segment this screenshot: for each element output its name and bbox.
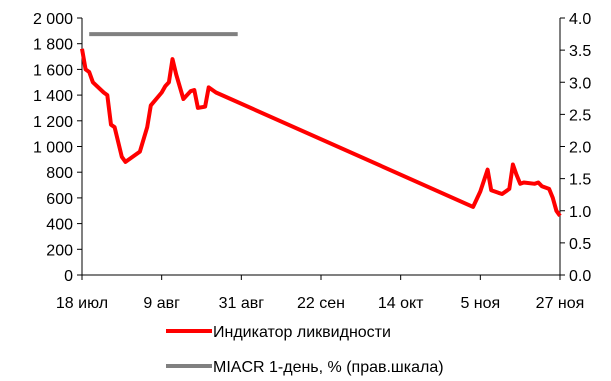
y-right-tick-label: 0.5 xyxy=(569,236,591,253)
y-left-tick-label: 1 400 xyxy=(33,88,73,105)
x-tick-label: 5 ноя xyxy=(460,295,500,312)
y-left-tick-label: 1 000 xyxy=(33,140,73,157)
x-tick-label: 22 сен xyxy=(297,295,345,312)
y-left-tick-label: 2 000 xyxy=(33,11,73,28)
x-tick-label: 31 авг xyxy=(219,295,265,312)
legend: Индикатор ликвидности MIACR 1-день, % (пр… xyxy=(166,324,444,376)
y-left-tick-label: 0 xyxy=(64,268,73,285)
y-right-tick-label: 3.0 xyxy=(569,75,591,92)
y-left-tick-label: 200 xyxy=(46,242,73,259)
y-right-tick-label: 2.0 xyxy=(569,140,591,157)
y-left-tick-label: 1 200 xyxy=(33,114,73,131)
y-right-tick-label: 2.5 xyxy=(569,107,591,124)
y-right-tick-label: 1.5 xyxy=(569,172,591,189)
legend-label-miacr: MIACR 1-день, % (прав.шкала) xyxy=(213,359,444,376)
y-right-tick-label: 3.5 xyxy=(569,43,591,60)
y-right-tick-label: 4.0 xyxy=(569,11,591,28)
x-tick-label: 27 ноя xyxy=(536,295,585,312)
y-left-tick-label: 600 xyxy=(46,191,73,208)
x-tick-label: 9 авг xyxy=(143,295,180,312)
series-group xyxy=(80,32,562,218)
y-right-tick-label: 0.0 xyxy=(569,268,591,285)
axes-group xyxy=(81,18,561,276)
y-right-tick-label: 1.0 xyxy=(569,204,591,221)
x-tick-label: 18 июл xyxy=(56,295,108,312)
y-left-tick-label: 1 800 xyxy=(33,37,73,54)
x-tick-label: 14 окт xyxy=(378,295,424,312)
series-line-liquidity xyxy=(80,48,562,218)
legend-label-liquidity: Индикатор ликвидности xyxy=(213,324,391,341)
ticks-group: 0 200 400 600 800 1 000 1 200 1 400 1 600 1 800 2 … xyxy=(33,11,591,312)
y-left-tick-label: 1 600 xyxy=(33,62,73,79)
y-left-tick-label: 400 xyxy=(46,217,73,234)
y-left-tick-label: 800 xyxy=(46,165,73,182)
